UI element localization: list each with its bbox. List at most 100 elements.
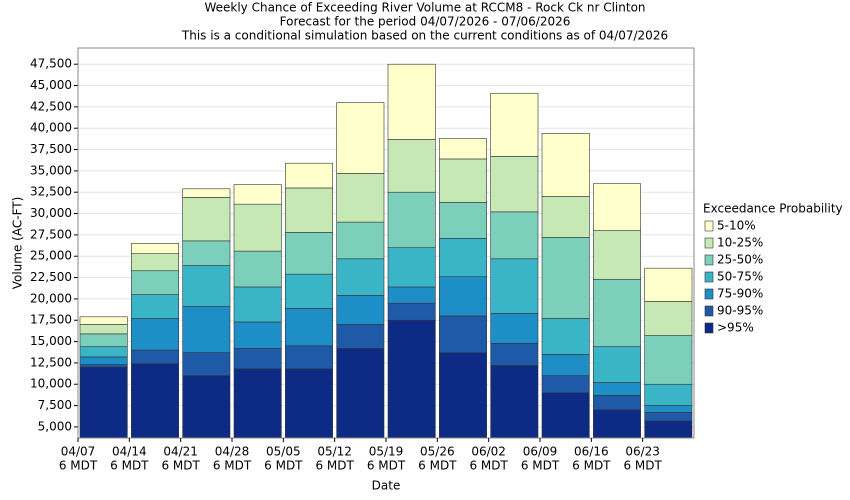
bar-segment xyxy=(79,364,128,368)
y-tick-label: 25,000 xyxy=(30,249,72,263)
bar-segment xyxy=(541,318,590,355)
bar-segment xyxy=(233,368,282,439)
y-tick-label: 45,000 xyxy=(30,78,72,92)
bar-segment xyxy=(490,258,539,314)
x-tick-label: 04/28 xyxy=(215,445,250,459)
y-tick-label: 22,500 xyxy=(30,270,72,284)
bar-segment xyxy=(233,203,282,252)
y-tick-label: 12,500 xyxy=(30,355,72,369)
bar-segment xyxy=(541,354,590,377)
bar-segment xyxy=(490,211,539,260)
bar-segment xyxy=(336,295,385,325)
bar-segment xyxy=(79,324,128,335)
x-tick-sublabel: 6 MDT xyxy=(623,459,662,473)
bar-segment xyxy=(593,278,641,347)
y-tick-label: 35,000 xyxy=(30,163,72,177)
plot-area xyxy=(78,48,694,438)
bar-segment xyxy=(131,270,179,295)
bar-segment xyxy=(285,307,333,347)
bar-segment xyxy=(79,346,128,358)
bar-segment xyxy=(233,321,282,349)
bar-segment xyxy=(644,267,693,302)
legend-label: 25-50% xyxy=(717,253,763,267)
bar-segment xyxy=(593,395,641,411)
x-tick-label: 04/21 xyxy=(163,445,198,459)
bar-segment xyxy=(285,187,333,233)
bar-segment xyxy=(541,375,590,394)
bar-segment xyxy=(490,92,539,157)
x-tick-label: 06/16 xyxy=(574,445,609,459)
x-tick-sublabel: 6 MDT xyxy=(418,459,457,473)
x-tick-sublabel: 6 MDT xyxy=(110,459,149,473)
bar-segment xyxy=(490,365,539,439)
legend-title: Exceedance Probability xyxy=(703,202,843,216)
bar-segment xyxy=(490,342,539,366)
legend-label: >95% xyxy=(717,321,754,335)
y-tick-label: 42,500 xyxy=(30,99,72,113)
bar-segment xyxy=(336,258,385,296)
legend-swatch xyxy=(704,220,714,232)
bar-segment xyxy=(79,333,128,347)
bar-segment xyxy=(490,313,539,344)
bar-segment xyxy=(593,183,641,231)
bar-segment xyxy=(439,158,487,203)
bar-segment xyxy=(439,138,487,160)
bar-segment xyxy=(233,286,282,323)
bar-segment xyxy=(131,294,179,319)
legend-swatch xyxy=(704,237,714,249)
bar-segment xyxy=(541,133,590,197)
legend-swatch xyxy=(704,288,714,300)
bar-segment xyxy=(79,366,128,439)
bar-segment xyxy=(233,250,282,288)
chart-subtitle: This is a conditional simulation based o… xyxy=(181,29,668,43)
bar-segment xyxy=(439,315,487,353)
bar-segment xyxy=(182,240,231,266)
bar-segment xyxy=(285,345,333,370)
y-tick-label: 7,500 xyxy=(38,398,72,412)
y-tick-label: 32,500 xyxy=(30,185,72,199)
bar-segment xyxy=(541,237,590,319)
legend-swatch xyxy=(704,322,714,334)
x-tick-label: 05/19 xyxy=(369,445,404,459)
bar-segment xyxy=(644,383,693,406)
legend-label: 90-95% xyxy=(717,304,763,318)
bar-segment xyxy=(644,420,693,439)
bar-segment xyxy=(387,191,436,248)
y-tick-label: 30,000 xyxy=(30,206,72,220)
bar-segment xyxy=(387,302,436,321)
bar-segment xyxy=(182,265,231,307)
bar-segment xyxy=(336,348,385,439)
y-axis-label: Volume (AC-FT) xyxy=(11,197,25,290)
x-tick-sublabel: 6 MDT xyxy=(367,459,406,473)
bar-segment xyxy=(439,276,487,317)
y-tick-label: 20,000 xyxy=(30,291,72,305)
bar-segment xyxy=(79,356,128,365)
legend-label: 5-10% xyxy=(717,219,756,233)
bar-segment xyxy=(131,243,179,254)
y-tick-label: 27,500 xyxy=(30,227,72,241)
x-tick-label: 05/12 xyxy=(317,445,352,459)
x-tick-sublabel: 6 MDT xyxy=(315,459,354,473)
legend-swatch xyxy=(704,254,714,266)
x-tick-label: 06/09 xyxy=(523,445,558,459)
legend-label: 10-25% xyxy=(717,236,763,250)
bar-segment xyxy=(285,368,333,439)
chart-title: Weekly Chance of Exceeding River Volume … xyxy=(204,1,645,15)
bar-segment xyxy=(336,173,385,223)
bar-segment xyxy=(644,335,693,385)
bar-segment xyxy=(541,392,590,439)
x-tick-sublabel: 6 MDT xyxy=(161,459,200,473)
y-tick-label: 15,000 xyxy=(30,334,72,348)
x-tick-label: 04/14 xyxy=(112,445,147,459)
x-tick-label: 06/23 xyxy=(625,445,660,459)
bar-segment xyxy=(182,375,231,439)
bar-segment xyxy=(285,273,333,309)
bar-segment xyxy=(131,318,179,351)
bar-segment xyxy=(387,139,436,193)
bar-segment xyxy=(644,405,693,413)
x-tick-sublabel: 6 MDT xyxy=(572,459,611,473)
legend-label: 75-90% xyxy=(717,287,763,301)
bar-segment xyxy=(131,349,179,365)
